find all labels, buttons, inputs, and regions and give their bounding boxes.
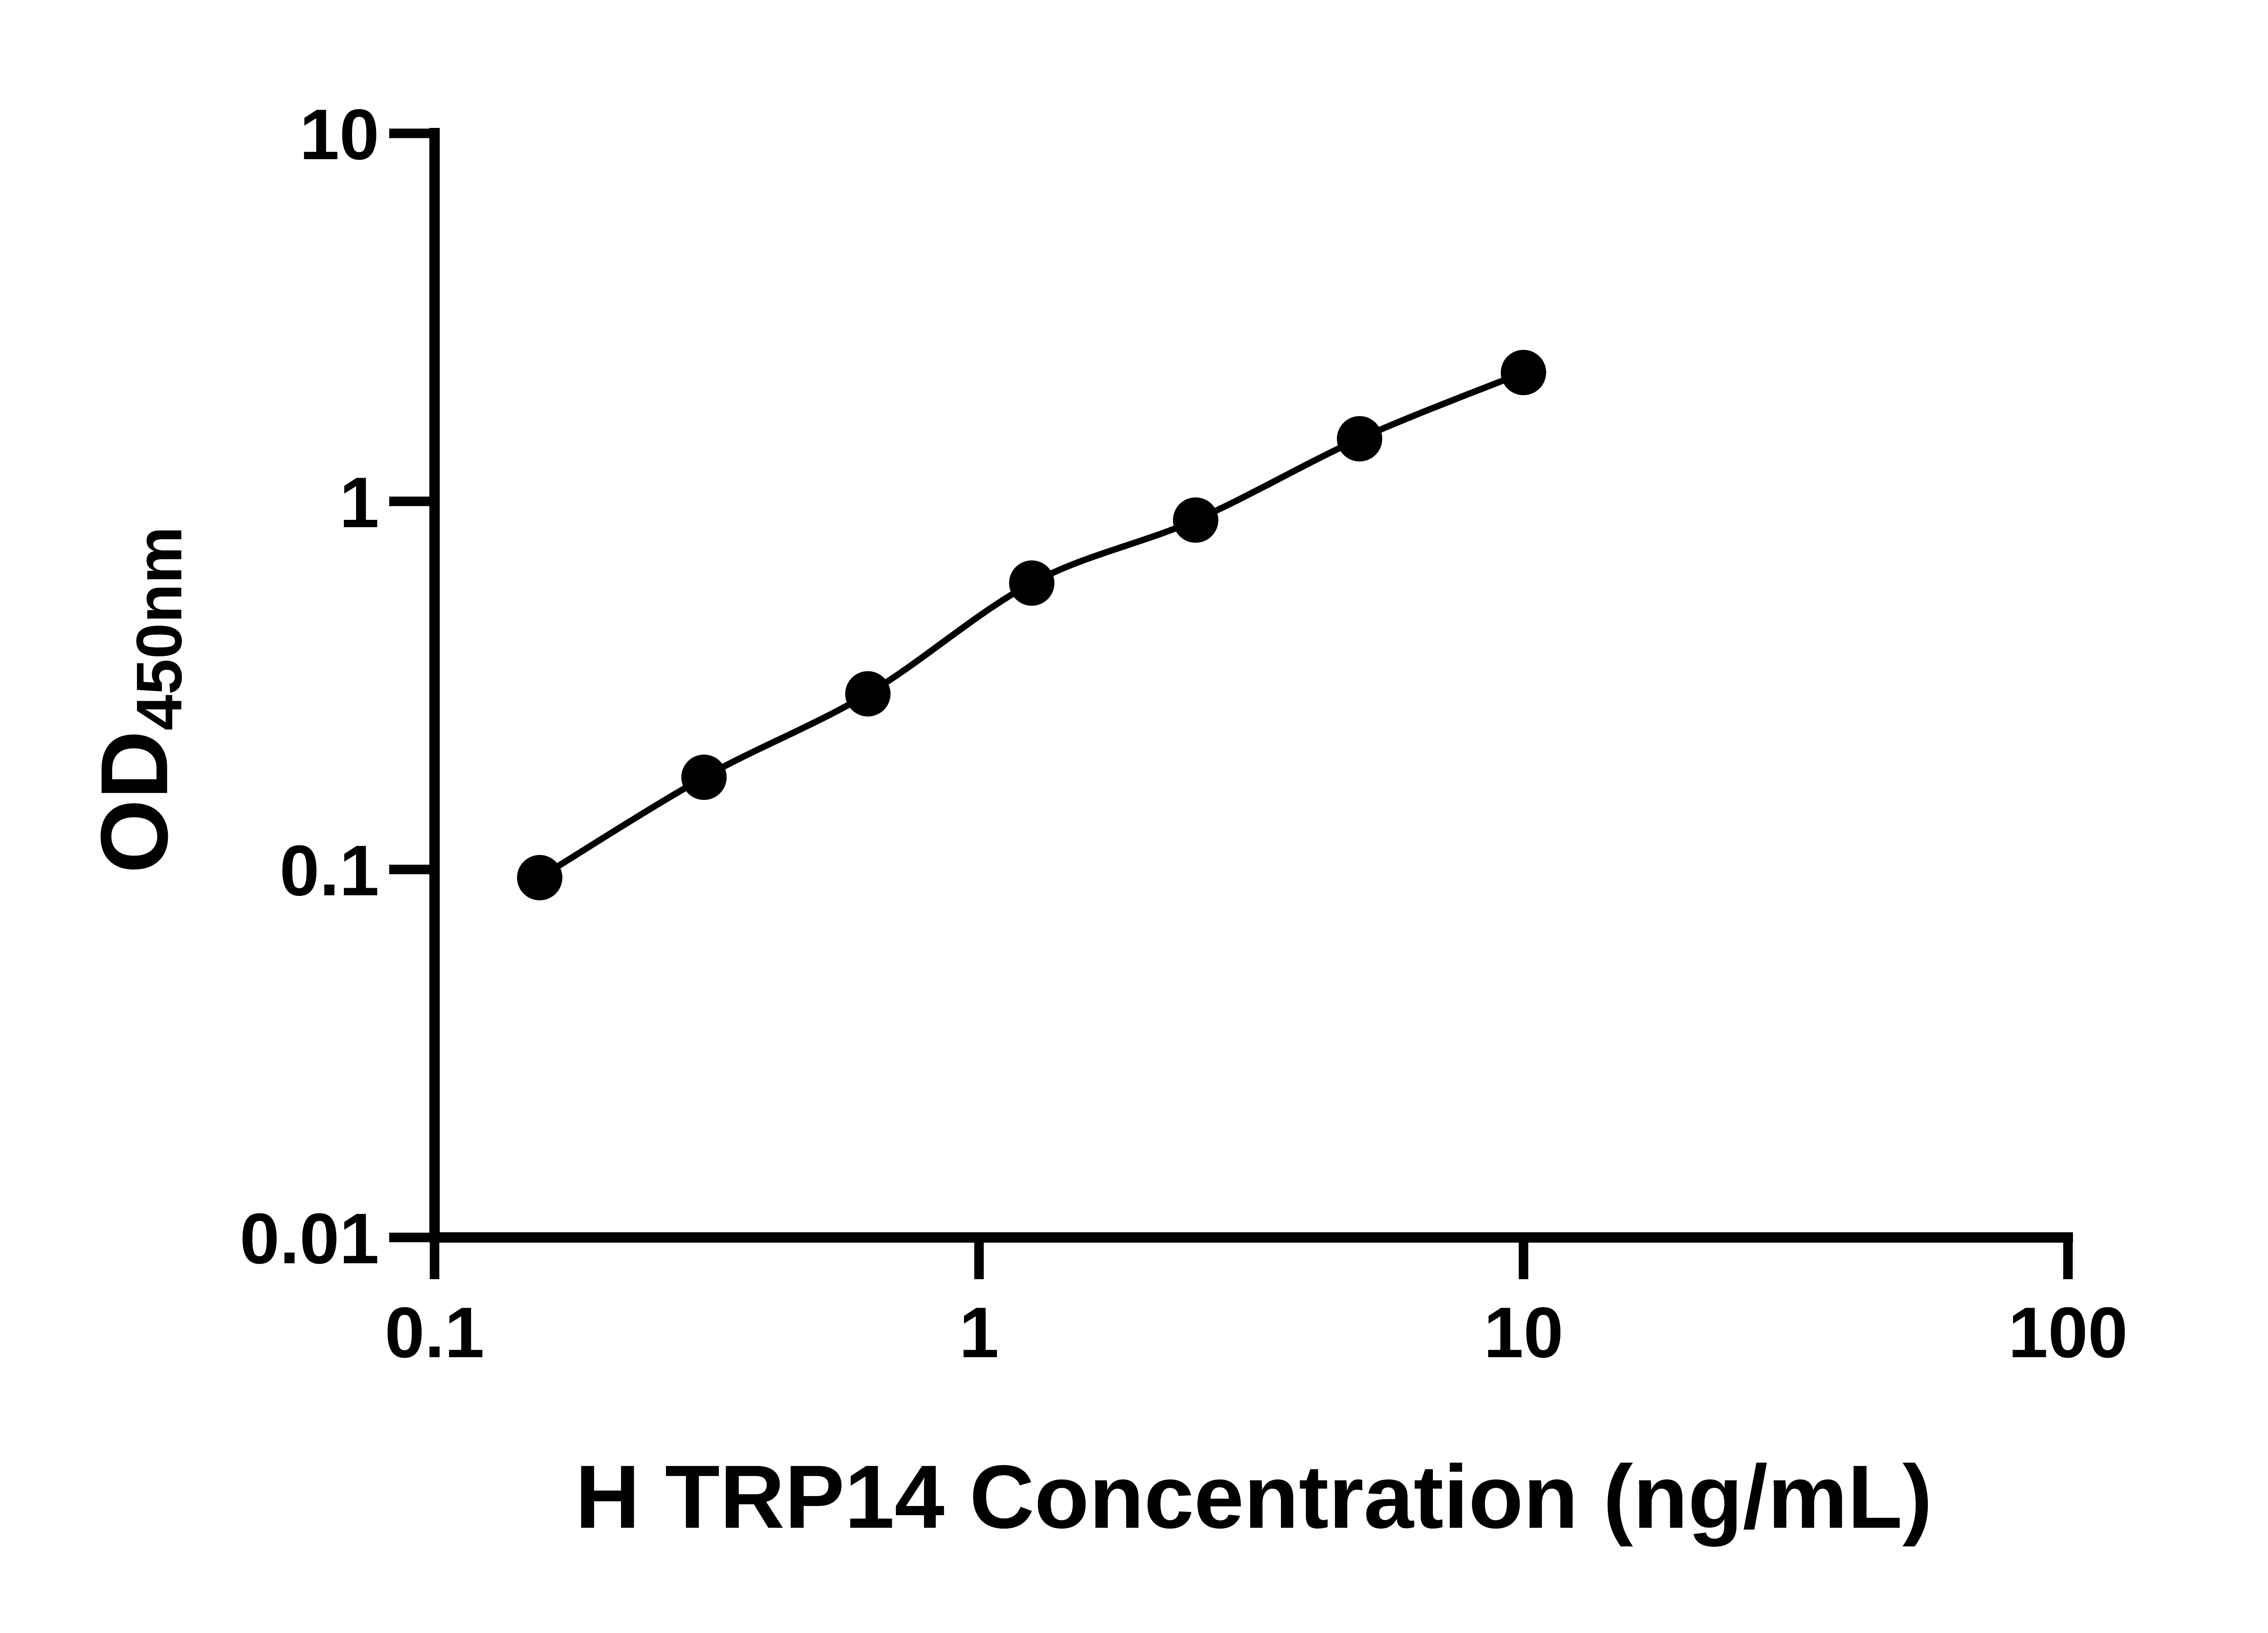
y-axis-ticks [389, 128, 430, 1242]
x-tick-label-100: 100 [2008, 1293, 2128, 1373]
data-point-0.3125ng-ml [681, 754, 727, 800]
x-axis-ticks [430, 1242, 2073, 1279]
y-tick-label-0.1: 0.1 [279, 831, 379, 911]
x-axis-tick-labels: 0.1 1 10 100 [385, 1293, 2128, 1373]
data-point-0.156ng-ml [517, 855, 562, 900]
x-tick-label-10: 10 [1484, 1293, 1564, 1373]
y-axis-title-subscript: 450nm [123, 526, 196, 731]
y-tick-label-10: 10 [299, 95, 379, 175]
data-point-10ng-ml [1501, 350, 1546, 396]
y-tick-label-1: 1 [339, 463, 379, 543]
x-axis-title: H TRP14 Concentration (ng/mL) [575, 1447, 1932, 1547]
x-tick-label-0.1: 0.1 [385, 1293, 484, 1373]
data-point-0.625ng-ml [845, 671, 891, 717]
data-point-2.5ng-ml [1173, 497, 1218, 543]
y-axis-title-main: OD [81, 730, 188, 874]
curve-and-points [517, 350, 1546, 900]
x-tick-label-1: 1 [959, 1293, 999, 1373]
data-point-5ng-ml [1337, 416, 1383, 462]
y-tick-label-0.01: 0.01 [240, 1199, 379, 1279]
data-point-1.25ng-ml [1009, 560, 1055, 606]
y-axis-tick-labels: 10 1 0.1 0.01 [240, 95, 379, 1279]
y-axis-title: OD450nm [81, 527, 195, 874]
